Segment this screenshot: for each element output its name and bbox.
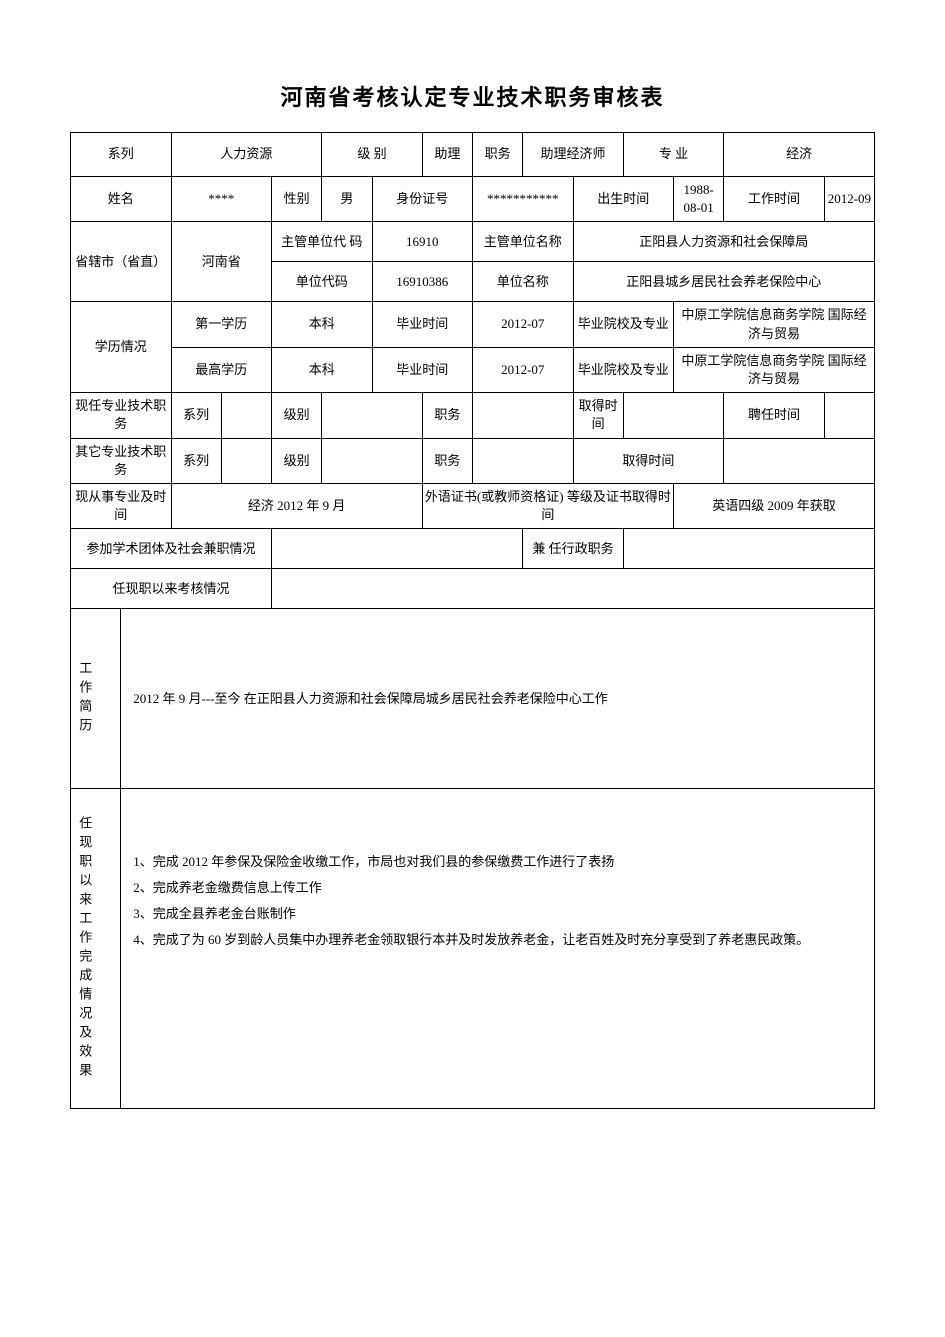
birth-value: 1988-08-01: [674, 177, 724, 222]
work-results-label: 任现职以来工作完成情况及效果: [71, 789, 121, 1109]
work-history-value: 2012 年 9 月---至今 在正阳县人力资源和社会保障局城乡居民社会养老保险…: [121, 609, 875, 789]
admin-label: 兼 任行政职务: [523, 529, 624, 569]
name-value: ****: [171, 177, 272, 222]
obtain-time-value-8: [724, 438, 875, 483]
level-label-7: 级别: [272, 393, 322, 438]
result-line-4: 4、完成了为 60 岁到龄人员集中办理养老金领取银行本并及时发放养老金，让老百姓…: [133, 927, 862, 953]
gender-label: 性别: [272, 177, 322, 222]
highest-edu-label: 最高学历: [171, 347, 272, 392]
supervisor-name-label: 主管单位名称: [473, 222, 574, 262]
current-major-label: 现从事专业及时间: [71, 483, 172, 528]
supervisor-code-value: 16910: [372, 222, 473, 262]
id-label: 身份证号: [372, 177, 473, 222]
other-position-label: 其它专业技术职务: [71, 438, 172, 483]
work-history-label: 工作简历: [71, 609, 121, 789]
level-value: 助理: [422, 133, 472, 177]
work-time-value: 2012-09: [824, 177, 874, 222]
page-title: 河南省考核认定专业技术职务审核表: [70, 80, 875, 112]
obtain-time-label-8: 取得时间: [573, 438, 724, 483]
gender-value: 男: [322, 177, 372, 222]
position-value-7: [473, 393, 574, 438]
major-value: 经济: [724, 133, 875, 177]
series-value: 人力资源: [171, 133, 322, 177]
appoint-time-label-7: 聘任时间: [724, 393, 825, 438]
result-line-1: 1、完成 2012 年参保及保险金收缴工作，市局也对我们县的参保缴费工作进行了表…: [133, 849, 862, 875]
academic-value: [272, 529, 523, 569]
school-value-2: 中原工学院信息商务学院 国际经济与贸易: [674, 347, 875, 392]
assessment-value: [272, 569, 875, 609]
result-line-3: 3、完成全县养老金台账制作: [133, 901, 862, 927]
obtain-time-label-7: 取得时间: [573, 393, 623, 438]
grad-time-label-2: 毕业时间: [372, 347, 473, 392]
series-label: 系列: [71, 133, 172, 177]
position-label: 职务: [473, 133, 523, 177]
appoint-time-value-7: [824, 393, 874, 438]
first-edu-label: 第一学历: [171, 302, 272, 347]
level-value-7: [322, 393, 423, 438]
grad-time-label-1: 毕业时间: [372, 302, 473, 347]
name-label: 姓名: [71, 177, 172, 222]
review-form-table: 系列 人力资源 级 别 助理 职务 助理经济师 专 业 经济 姓名 **** 性…: [70, 132, 875, 1109]
unit-code-value: 16910386: [372, 262, 473, 302]
work-results-value: 1、完成 2012 年参保及保险金收缴工作，市局也对我们县的参保缴费工作进行了表…: [121, 789, 875, 1109]
series-label-7: 系列: [171, 393, 221, 438]
position-label-7: 职务: [422, 393, 472, 438]
school-value-1: 中原工学院信息商务学院 国际经济与贸易: [674, 302, 875, 347]
obtain-time-value-7: [623, 393, 724, 438]
grad-time-value-2: 2012-07: [473, 347, 574, 392]
supervisor-name-value: 正阳县人力资源和社会保障局: [573, 222, 875, 262]
current-major-value: 经济 2012 年 9 月: [171, 483, 422, 528]
id-value: ***********: [473, 177, 574, 222]
education-label: 学历情况: [71, 302, 172, 393]
birth-label: 出生时间: [573, 177, 674, 222]
level-label-8: 级别: [272, 438, 322, 483]
school-label-1: 毕业院校及专业: [573, 302, 674, 347]
province-label: 省辖市（省直）: [71, 222, 172, 302]
result-line-2: 2、完成养老金缴费信息上传工作: [133, 875, 862, 901]
major-label: 专 业: [623, 133, 724, 177]
foreign-cert-value: 英语四级 2009 年获取: [674, 483, 875, 528]
position-label-8: 职务: [422, 438, 472, 483]
level-value-8: [322, 438, 423, 483]
admin-value: [623, 529, 874, 569]
province-value: 河南省: [171, 222, 272, 302]
series-label-8: 系列: [171, 438, 221, 483]
unit-name-value: 正阳县城乡居民社会养老保险中心: [573, 262, 875, 302]
position-value: 助理经济师: [523, 133, 624, 177]
assessment-label: 任现职以来考核情况: [71, 569, 272, 609]
school-label-2: 毕业院校及专业: [573, 347, 674, 392]
position-value-8: [473, 438, 574, 483]
grad-time-value-1: 2012-07: [473, 302, 574, 347]
current-position-label: 现任专业技术职务: [71, 393, 172, 438]
first-edu-value: 本科: [272, 302, 373, 347]
unit-code-label: 单位代码: [272, 262, 373, 302]
series-value-8: [221, 438, 271, 483]
level-label: 级 别: [322, 133, 423, 177]
supervisor-code-label: 主管单位代 码: [272, 222, 373, 262]
foreign-cert-label: 外语证书(或教师资格证) 等级及证书取得时间: [422, 483, 673, 528]
series-value-7: [221, 393, 271, 438]
academic-label: 参加学术团体及社会兼职情况: [71, 529, 272, 569]
unit-name-label: 单位名称: [473, 262, 574, 302]
work-time-label: 工作时间: [724, 177, 825, 222]
highest-edu-value: 本科: [272, 347, 373, 392]
